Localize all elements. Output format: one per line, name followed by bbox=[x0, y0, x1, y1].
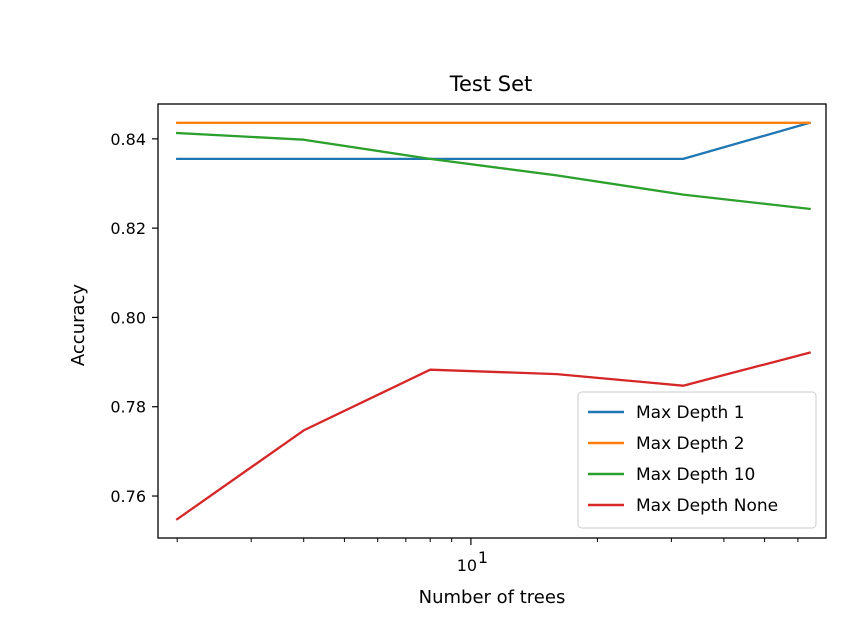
axis-ticks: 0.76 0.78 0.80 0.82 0.84 10 1 bbox=[110, 130, 799, 575]
x-tick-label-exponent-1: 1 bbox=[478, 548, 488, 567]
chart-title: Test Set bbox=[449, 72, 533, 96]
legend-label-3: Max Depth 10 bbox=[636, 465, 755, 485]
legend-label-1: Max Depth 1 bbox=[636, 403, 745, 423]
legend-box bbox=[577, 391, 817, 529]
y-tick-label-2: 0.78 bbox=[110, 398, 146, 417]
plot-frame bbox=[157, 103, 827, 539]
legend: Max Depth 1 Max Depth 2 Max Depth 10 Max De… bbox=[577, 391, 817, 529]
y-axis-label: Accuracy bbox=[68, 284, 89, 367]
y-tick-label-5: 0.84 bbox=[110, 130, 146, 149]
y-tick-label-4: 0.82 bbox=[110, 219, 146, 238]
y-tick-label-1: 0.76 bbox=[110, 487, 146, 506]
plot-area bbox=[175, 121, 812, 521]
legend-label-4: Max Depth None bbox=[636, 496, 778, 516]
x-tick-label-1: 10 bbox=[457, 556, 477, 575]
y-tick-label-3: 0.80 bbox=[110, 308, 146, 327]
series-line-3 bbox=[175, 131, 811, 211]
series-line-4 bbox=[175, 351, 812, 521]
series-line-1 bbox=[176, 121, 812, 161]
x-axis-label: Number of trees bbox=[419, 587, 566, 608]
legend-label-2: Max Depth 2 bbox=[636, 434, 745, 454]
